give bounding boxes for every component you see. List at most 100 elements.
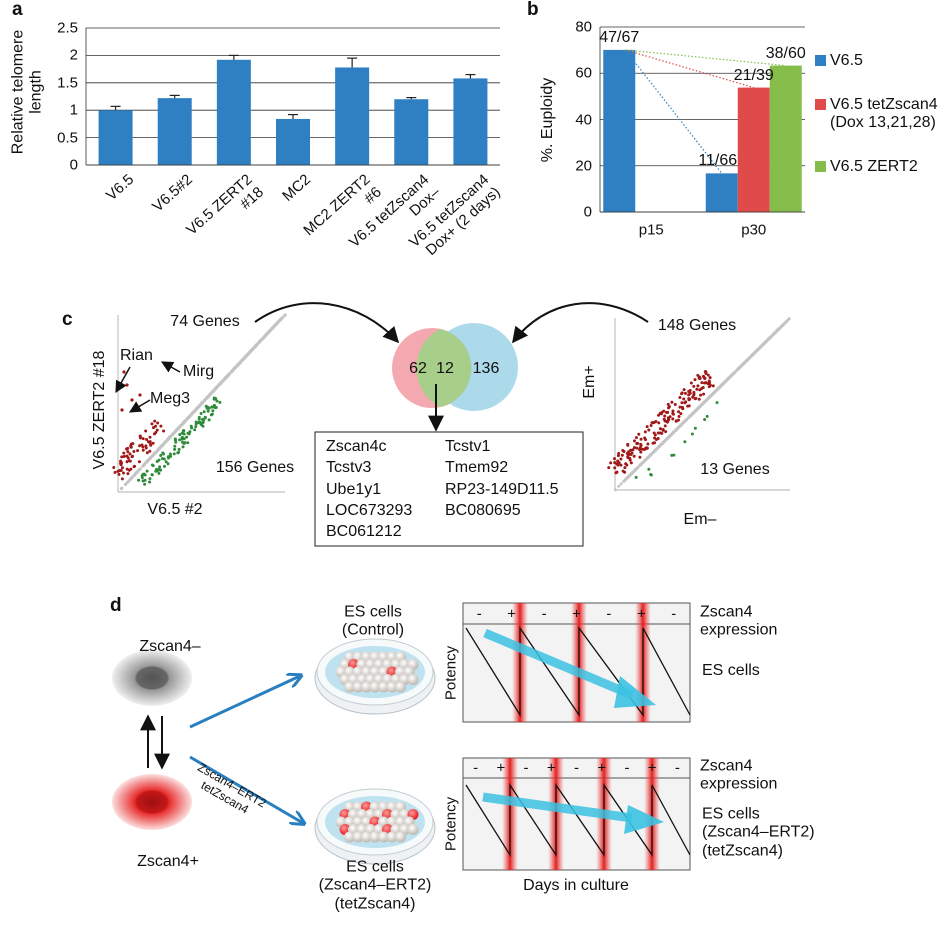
scatter-dot: [639, 437, 643, 441]
trend-arrowhead: [614, 676, 656, 708]
legend-label: V6.5 ZERT2: [830, 158, 918, 175]
bar: [335, 67, 370, 165]
scatter-dot: [636, 466, 640, 470]
scatter-dot: [197, 415, 201, 419]
scatter-dot: [279, 318, 283, 322]
scatter-dot: [141, 464, 145, 468]
scatter-dot: [119, 487, 123, 491]
gene-count: 74 Genes: [170, 312, 240, 330]
scatter-dot: [145, 460, 149, 464]
scatter-dot: [666, 410, 670, 414]
panel-label: b: [527, 0, 539, 21]
scatter-dot: [155, 428, 159, 432]
legend-swatch: [815, 99, 826, 110]
annotation: Meg3: [150, 389, 191, 407]
scatter-dot: [623, 466, 627, 470]
venn-overlap: [416, 329, 472, 407]
expression-sign: -: [606, 604, 612, 622]
bar: [737, 87, 770, 212]
es-cell: [395, 681, 406, 693]
scatter-dot: [645, 446, 649, 450]
y-tick-label: 60: [575, 64, 592, 82]
scatter-dot: [702, 392, 706, 396]
scatter-dot: [738, 365, 742, 369]
scatter-dot: [196, 421, 200, 425]
scatter-dot: [207, 418, 211, 422]
legend-swatch: [815, 55, 826, 66]
scatter-dot: [151, 441, 155, 445]
scatter-dot: [138, 434, 142, 438]
scatter-dot: [660, 431, 664, 435]
scatter-dot: [640, 461, 644, 465]
scatter-dot: [699, 393, 703, 397]
scatter-dot: [206, 409, 210, 413]
scatter-dot: [125, 383, 129, 387]
scatter-dot: [627, 452, 631, 456]
scatter-dot: [632, 454, 636, 458]
scatter-dot: [132, 450, 136, 454]
gene-name: Tcstv1: [445, 437, 491, 455]
scatter-dot: [686, 404, 690, 408]
scatter-dot: [173, 447, 177, 451]
scatter-dot: [643, 447, 647, 451]
panel-label: d: [110, 595, 122, 617]
scatter-dot: [130, 398, 134, 402]
y-axis-label: Relative telomere length: [9, 29, 45, 155]
cell: [112, 650, 192, 706]
scatter-dot: [622, 479, 626, 483]
scatter-dot: [122, 451, 126, 455]
scatter-dot: [628, 458, 632, 462]
scatter-dot: [126, 472, 130, 476]
scatter-dot: [190, 412, 194, 416]
scatter-dot: [662, 417, 666, 421]
scatter-dot: [216, 384, 220, 388]
scatter-dot: [616, 461, 620, 465]
scatter-dot: [145, 451, 149, 455]
trend-arrow: [483, 628, 634, 700]
scatter-dot: [619, 482, 623, 486]
scatter-dot: [154, 450, 158, 454]
connector: [625, 49, 754, 89]
scatter-dot: [731, 372, 735, 376]
scatter-dot: [698, 377, 702, 381]
bar: [453, 78, 488, 165]
panel-label: a: [12, 0, 23, 21]
scatter-dot: [693, 378, 697, 382]
scatter-dot: [635, 446, 639, 450]
scatter-dot: [767, 336, 771, 340]
es-cell: [407, 824, 419, 835]
scatter-dot: [777, 327, 781, 331]
scatter-dot: [211, 409, 215, 413]
gene-name: Tmem92: [445, 459, 509, 477]
scatter-dot: [117, 472, 121, 476]
scatter-dot: [188, 430, 192, 434]
scatter-dot: [647, 455, 651, 459]
scatter-dot: [202, 399, 206, 403]
scatter-dot: [783, 321, 787, 325]
es-cell: [361, 831, 372, 843]
scatter-dot: [183, 420, 187, 424]
scatter-dot: [661, 428, 665, 432]
scatter-dot: [680, 401, 684, 405]
panel-label: c: [62, 309, 73, 331]
scatter-dot: [671, 417, 675, 421]
expression-sign: -: [674, 759, 680, 777]
scatter-dot: [697, 397, 701, 401]
scatter-dot: [236, 363, 240, 367]
scatter-dot: [771, 333, 775, 337]
scatter-dot: [179, 423, 183, 427]
scatter-dot: [182, 429, 186, 433]
gene-count: 13 Genes: [700, 460, 770, 478]
scatter-dot: [624, 462, 628, 466]
scatter-dot: [649, 472, 653, 476]
scatter-dot: [152, 432, 156, 436]
scatter-dot: [135, 470, 139, 474]
es-cell: [386, 831, 398, 843]
scatter-dot: [682, 397, 686, 401]
y-tick-label: 2.5: [57, 19, 78, 37]
scatter-dot: [700, 381, 704, 385]
gene-name: BC080695: [445, 501, 521, 519]
scatter-dot: [212, 388, 216, 392]
scatter-dot: [638, 464, 642, 468]
scatter-dot: [160, 444, 164, 448]
